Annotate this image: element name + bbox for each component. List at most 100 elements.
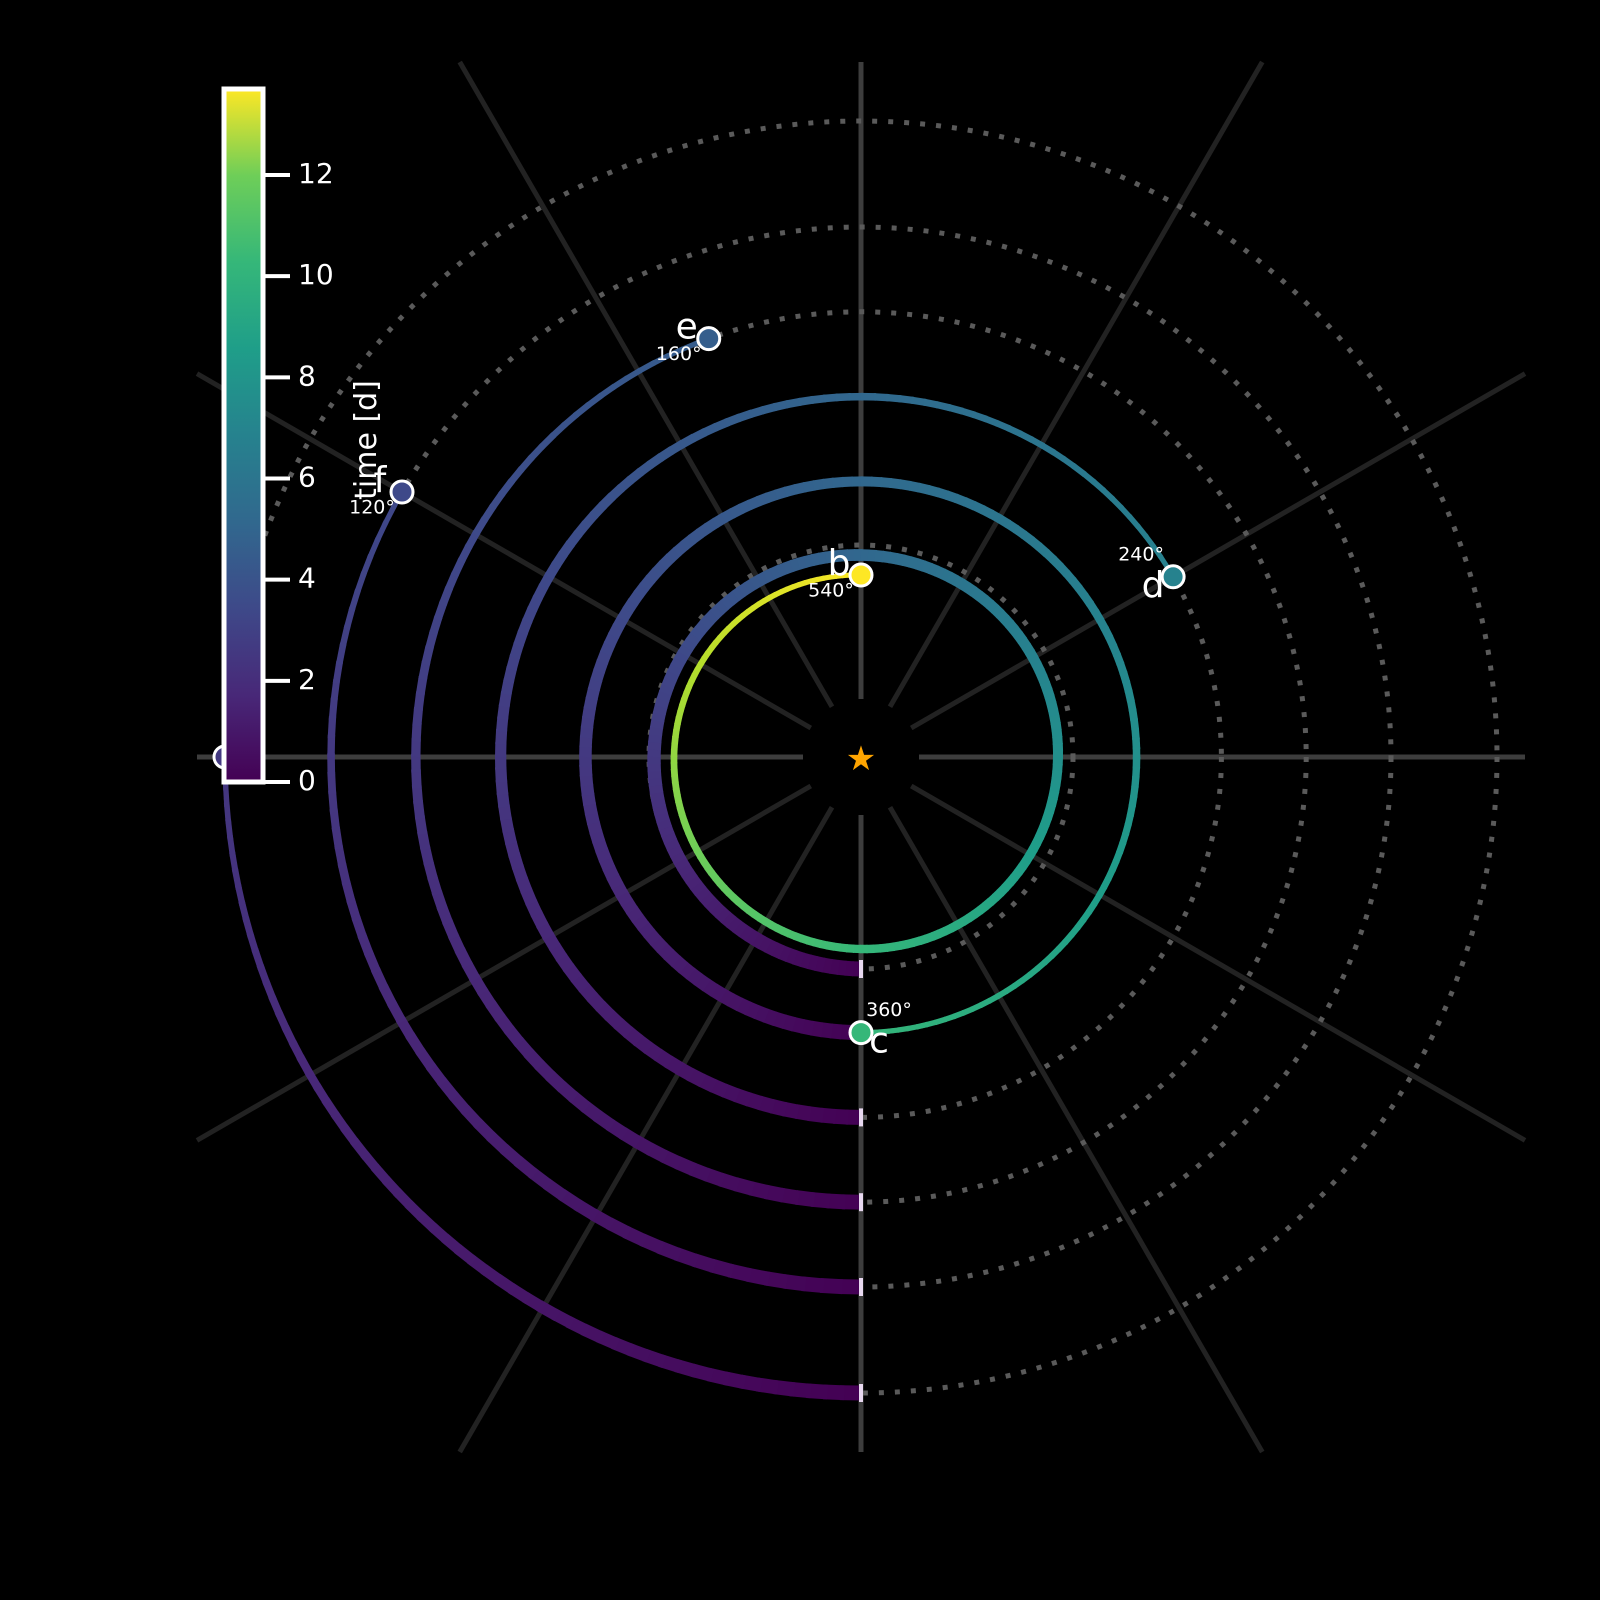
orbit-segment [914,558,927,572]
grid-ring [413,309,1309,1205]
angle-label-e: 160° [656,343,702,365]
orbit-segment [664,669,680,683]
orbit-segment [965,910,978,923]
planet-label-f: f [374,460,388,501]
orbit-segment [981,897,994,911]
orbit-segment [905,938,916,949]
orbit-segment [908,556,920,570]
orbit-segment [685,631,702,647]
orbit-segment [705,645,715,656]
orbit-segment [721,625,732,636]
orbit-segment [867,549,877,562]
orbit-segment [676,806,686,817]
orbit-segment [776,562,789,577]
grid-spoke [909,783,1527,1143]
orbit-segment [744,928,760,946]
orbit-segment [709,604,725,620]
orbit-segment [762,568,776,583]
orbit-b [647,549,1064,978]
orbit-segment [771,942,786,960]
planet-label-b: b [828,543,851,584]
orbit-segment [694,620,710,635]
orbit-segment [980,595,994,610]
orbit-segment [709,901,726,918]
orbit-segment [1005,873,1019,887]
orbit-segment [650,797,667,809]
orbit-segment [749,574,764,590]
orbit-segment [658,683,675,696]
orbit-segment [821,957,833,974]
orbit-segment [797,579,807,588]
orbit-segment [670,742,679,751]
colorbar-tick-label: 10 [298,258,334,291]
orbit-segment [688,673,698,683]
orbit-c [579,476,1141,1042]
orbit-segment [712,875,724,887]
orbit-segment [927,562,940,577]
orbit-segment [681,637,698,652]
orbit-segment [726,621,736,631]
orbit-segment [648,783,664,794]
planet-label-e: e [676,307,698,348]
orbit-segment [874,549,885,563]
orbit-segment [1042,687,1055,699]
orbit-segment [975,590,989,605]
orbit-segment [793,932,804,943]
colorbar-gradient [221,86,266,785]
orbit-segment [791,581,801,590]
orbit-segment [1049,715,1061,725]
orbit-segment [1047,708,1060,719]
orbit-segment [881,550,892,564]
orbit-segment [1049,783,1061,794]
planet-marker-b [848,562,874,588]
orbit-segment [708,640,719,651]
orbit-segment [740,608,751,619]
orbit-segment [656,817,672,831]
orbit-segment [689,880,707,896]
orbit-segment [685,679,695,689]
orbit-segment [674,649,690,664]
orbit-segment [817,551,829,565]
orbit-segment [725,590,741,606]
orbit-segment [654,697,670,709]
orbit-segment [670,850,687,865]
orbit-segment [678,812,688,823]
colorbar: 0 2 4 6 8 10 12 time [d] [221,86,384,797]
planet-label-c: c [869,1021,889,1062]
orbit-segment [704,609,720,625]
orbit-segment [675,800,684,810]
orbit-segment [714,599,730,615]
orbit-segment [675,709,684,720]
orbit-segment [799,952,812,970]
orbit-segment [814,956,826,973]
orbit-segment [648,733,663,744]
orbit-segment [986,893,1000,906]
orbit-segment [946,571,959,586]
orbit-segment [1001,879,1014,892]
orbit-segment [825,550,836,564]
colorbar-tick-label: 0 [298,764,316,797]
orbit-segment [681,691,690,701]
orbit-segment [1018,857,1031,870]
grid-spoke [195,783,813,1143]
orbit-segment [918,934,929,946]
orbit-segment [958,578,972,593]
orbit-segment [690,625,706,641]
orbit-segment [825,941,836,951]
orbit-segment [687,836,698,848]
orbit-segment [673,722,681,732]
colorbar-tick-label: 8 [298,359,316,392]
orbit-segment [670,656,686,670]
orbit-segment [671,774,679,784]
orbit-segment [835,573,844,579]
orbit-segment [652,804,668,816]
orbit-segment [936,926,948,939]
orbit-segment [757,935,773,953]
orbit-segment [762,594,772,604]
orbit-segment [658,824,675,838]
orbit-segment [732,920,748,938]
colorbar-tick-label: 6 [298,460,316,493]
grid-spoke [887,805,1265,1454]
orbit-segment [673,856,690,872]
